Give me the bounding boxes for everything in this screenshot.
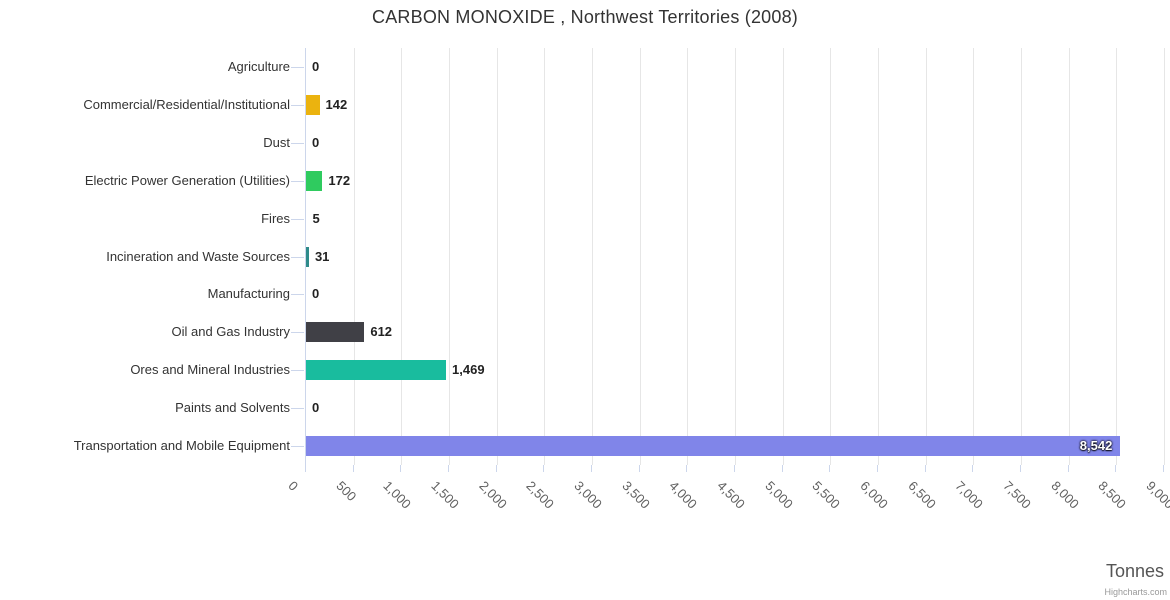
value-axis-tick-mark [1115, 465, 1117, 472]
value-axis-tick-mark [495, 465, 497, 472]
value-label: 1,469 [452, 362, 485, 378]
gridline [1164, 48, 1165, 465]
category-label: Oil and Gas Industry [171, 324, 291, 340]
value-axis-tick-mark [1163, 465, 1164, 472]
gridline [878, 48, 879, 465]
highcharts-credit-link[interactable]: Highcharts.com [1104, 587, 1167, 597]
value-label: 0 [312, 134, 320, 150]
value-axis-tick-label: 3,000 [571, 478, 606, 512]
category-tick-mark [291, 67, 304, 68]
value-axis-tick-label: 9,000 [1143, 478, 1170, 512]
value-axis-tick-label: 7,000 [952, 478, 987, 512]
gridline [639, 48, 641, 465]
gridline [735, 48, 736, 465]
value-label: 5 [312, 210, 320, 226]
gridline [449, 48, 450, 465]
value-axis-tick-mark [448, 465, 449, 472]
bar[interactable] [306, 170, 323, 191]
category-tick-mark [291, 332, 304, 333]
category-tick-mark [291, 219, 304, 220]
value-axis-tick-mark [352, 465, 354, 472]
value-label: 0 [312, 400, 320, 416]
value-axis-tick-label: 4,500 [714, 478, 749, 512]
gridline [687, 48, 689, 465]
category-tick-mark [291, 105, 304, 106]
category-label: Transportation and Mobile Equipment [73, 438, 290, 454]
value-axis-tick-mark [543, 465, 545, 472]
value-axis-tick-label: 500 [333, 478, 360, 504]
value-axis-tick-mark [305, 465, 306, 472]
gridline [544, 48, 546, 465]
category-tick-mark [291, 294, 304, 295]
bar[interactable] [306, 360, 447, 381]
category-label: Ores and Mineral Industries [130, 362, 290, 378]
value-axis-tick-label: 5,000 [762, 478, 796, 512]
category-tick-mark [291, 257, 304, 258]
gridline [925, 48, 927, 465]
bar[interactable] [306, 322, 365, 343]
gridline [353, 48, 355, 465]
value-axis-tick-mark [591, 465, 592, 472]
category-label: Incineration and Waste Sources [106, 248, 290, 264]
value-axis-title: Tonnes [1105, 561, 1164, 581]
category-tick-mark [291, 408, 304, 409]
category-label: Fires [261, 210, 290, 226]
gridline [592, 48, 593, 465]
value-axis-tick-mark [638, 465, 640, 472]
value-axis-tick-label: 2,500 [523, 478, 558, 512]
value-axis-tick-mark [686, 465, 688, 472]
category-label: Agriculture [227, 58, 290, 74]
gridline [1116, 48, 1118, 465]
bar[interactable] [306, 436, 1121, 457]
category-label: Electric Power Generation (Utilities) [84, 172, 290, 188]
category-tick-mark [291, 181, 304, 182]
bar[interactable] [306, 246, 309, 267]
category-tick-mark [291, 143, 304, 144]
value-axis-tick-label: 8,500 [1095, 478, 1130, 512]
value-axis-tick-label: 6,500 [905, 478, 939, 512]
chart-title: CARBON MONOXIDE , Northwest Territories … [372, 7, 798, 27]
gridline [496, 48, 498, 465]
plot-area [305, 48, 1165, 465]
value-axis-tick-label: 4,000 [666, 478, 701, 512]
value-label: 172 [328, 172, 351, 188]
category-label: Dust [263, 134, 290, 150]
value-axis-tick-label: 7,500 [1000, 478, 1035, 512]
value-axis-tick-mark [1020, 465, 1021, 472]
value-label: 0 [312, 58, 320, 74]
value-label: 31 [314, 248, 330, 264]
category-label: Manufacturing [207, 286, 290, 302]
value-axis-tick-mark [877, 465, 878, 472]
value-axis-tick-label: 6,000 [857, 478, 892, 512]
value-axis-tick-label: 3,500 [619, 478, 653, 512]
gridline [973, 48, 975, 465]
value-axis-tick-label: 2,000 [476, 478, 510, 512]
value-axis-tick-mark [781, 465, 783, 472]
category-tick-mark [291, 446, 304, 447]
value-axis-tick-mark [400, 465, 402, 472]
bar[interactable] [306, 94, 320, 115]
value-axis-tick-mark [972, 465, 974, 472]
gridline [1021, 48, 1022, 465]
value-axis-tick-mark [924, 465, 926, 472]
value-axis-tick-mark [829, 465, 831, 472]
gridline [1068, 48, 1070, 465]
gridline [401, 48, 403, 465]
category-label: Commercial/Residential/Institutional [83, 96, 290, 112]
value-axis-tick-label: 1,500 [428, 478, 463, 512]
value-axis-tick-label: 1,000 [380, 478, 415, 512]
value-axis-tick-mark [1067, 465, 1069, 472]
value-label: 0 [312, 286, 320, 302]
value-label: 142 [325, 96, 348, 112]
value-label: 612 [370, 324, 393, 340]
value-axis-tick-label: 8,000 [1048, 478, 1082, 512]
value-axis-tick-label: 5,500 [809, 478, 844, 512]
category-label: Paints and Solvents [175, 400, 290, 416]
value-label: 8,542 [1079, 438, 1113, 454]
category-tick-mark [291, 370, 304, 371]
value-axis-tick-label: 0 [285, 478, 302, 494]
gridline [782, 48, 784, 465]
value-axis-tick-mark [734, 465, 735, 472]
gridline [830, 48, 832, 465]
